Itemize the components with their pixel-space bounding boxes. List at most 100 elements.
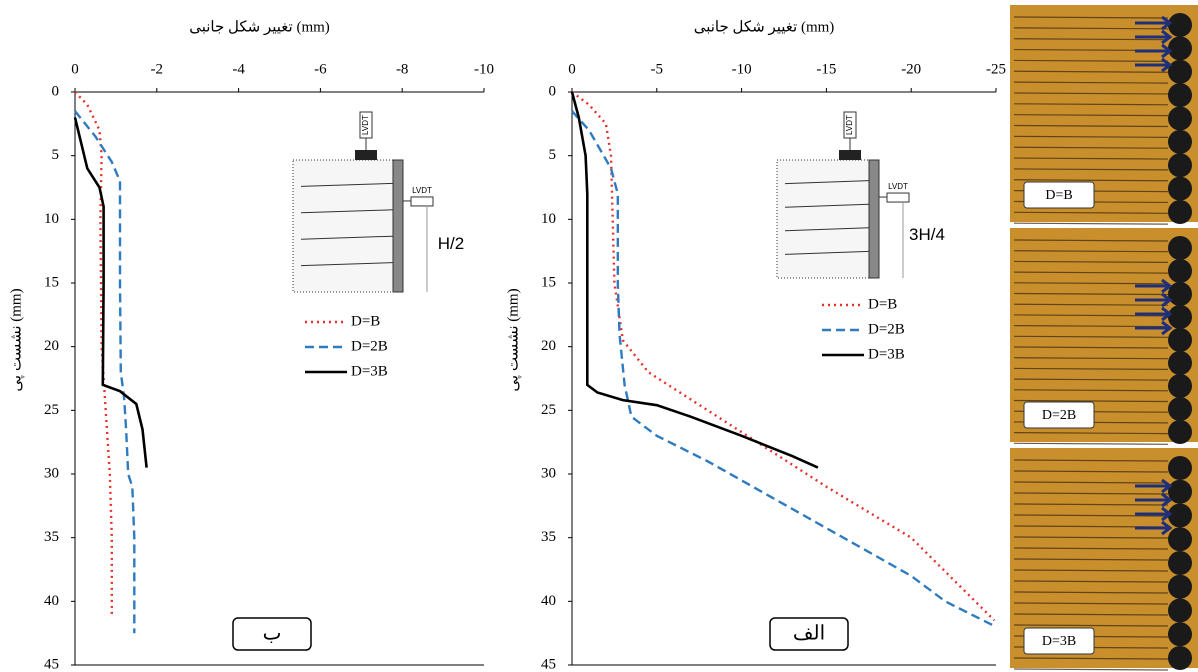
wall-block xyxy=(1168,397,1192,421)
photo-label: D=3B xyxy=(1042,634,1076,649)
y-tick-label: 30 xyxy=(44,465,59,481)
soil-layer xyxy=(1013,558,1169,561)
soil-layer xyxy=(1013,613,1169,616)
soil-layer xyxy=(1013,135,1169,138)
soil-layer xyxy=(1013,27,1169,30)
inset-label: LVDT xyxy=(412,186,432,195)
soil-layer xyxy=(1013,59,1169,62)
y-tick-label: 20 xyxy=(541,338,556,354)
legend-label: D=2B xyxy=(351,338,388,354)
soil-layer xyxy=(1013,179,1169,182)
soil-layer xyxy=(1013,602,1169,605)
data-line xyxy=(74,110,136,634)
reinforcement xyxy=(300,209,394,214)
soil-layer xyxy=(1013,514,1169,517)
soil-layer xyxy=(1013,335,1169,338)
x-tick-label: -6 xyxy=(314,61,327,77)
y-axis-title: نشست پی (mm) xyxy=(505,288,521,391)
x-tick-label: 0 xyxy=(568,61,576,77)
x-tick-label: -5 xyxy=(651,61,664,77)
soil-box xyxy=(292,159,394,293)
photo-label: D=2B xyxy=(1042,408,1076,423)
lvdt-box xyxy=(359,111,373,139)
wall-block xyxy=(1168,153,1192,178)
x-tick-label: -4 xyxy=(232,61,245,77)
y-tick-label: 20 xyxy=(44,338,59,354)
legend-label: D=2B xyxy=(868,321,905,337)
x-axis-title: تغییر شکل جانبی (mm) xyxy=(694,19,835,35)
soil-layer xyxy=(1013,124,1169,128)
soil-layer xyxy=(1013,357,1169,360)
soil-layer xyxy=(1013,624,1169,627)
soil-box xyxy=(776,159,870,279)
x-tick-label: -20 xyxy=(901,61,921,77)
inset-label: LVDT xyxy=(888,182,908,191)
reinforcement xyxy=(300,235,394,240)
x-tick-label: -15 xyxy=(816,61,836,77)
wall-block xyxy=(1168,622,1192,647)
data-line xyxy=(73,117,148,468)
y-tick-label: 5 xyxy=(549,147,557,163)
soil-layer xyxy=(1013,211,1169,214)
wall-block xyxy=(1168,598,1192,623)
soil-layer xyxy=(1013,399,1169,403)
wall-block xyxy=(1168,646,1192,670)
arrow xyxy=(1135,306,1173,322)
soil-layer xyxy=(1013,239,1169,242)
soil-layer xyxy=(1013,459,1169,462)
reinforcement xyxy=(784,250,870,255)
wall-block xyxy=(1168,479,1192,504)
wall-block xyxy=(1168,456,1192,480)
wall xyxy=(868,159,880,279)
soil-layer xyxy=(1013,103,1169,106)
wall-block xyxy=(1168,551,1192,575)
inset-label: LVDT xyxy=(845,115,854,135)
panel-label-box xyxy=(232,617,312,651)
arrow xyxy=(1135,320,1173,336)
wall-block xyxy=(1168,420,1192,444)
soil-layer xyxy=(1013,536,1169,539)
x-tick-label: -8 xyxy=(396,61,409,77)
data-line xyxy=(571,110,997,628)
soil-layer xyxy=(1013,250,1169,253)
soil-layer xyxy=(1013,168,1169,171)
soil-layer xyxy=(1013,282,1169,285)
soil-layer xyxy=(1013,481,1169,484)
soil-layer xyxy=(1013,38,1169,41)
arrow xyxy=(1135,292,1173,308)
photo-label-box xyxy=(1023,181,1095,209)
x-tick-label: -10 xyxy=(474,61,494,77)
soil-layer xyxy=(1013,81,1169,84)
soil-layer xyxy=(1013,325,1169,328)
data-line xyxy=(74,91,113,617)
arrow xyxy=(1135,29,1173,45)
y-tick-label: 45 xyxy=(541,656,556,672)
wall-block xyxy=(1168,259,1192,283)
soil-layer xyxy=(1013,292,1169,296)
wall-block xyxy=(1168,13,1192,37)
legend-label: D=3B xyxy=(351,363,388,379)
lvdt-box xyxy=(886,192,910,203)
soil-layer xyxy=(1013,222,1169,225)
photo-label-box xyxy=(1023,401,1095,429)
wall-block xyxy=(1168,527,1192,552)
wall-block xyxy=(1168,282,1192,306)
soil-layer xyxy=(1013,271,1169,274)
panel-label: الف xyxy=(793,623,825,645)
soil-layer xyxy=(1013,346,1169,349)
soil-layer xyxy=(1013,547,1169,550)
lvdt-box xyxy=(410,196,434,207)
x-tick-label: -25 xyxy=(986,61,1006,77)
y-tick-label: 30 xyxy=(541,465,556,481)
arrow xyxy=(1135,43,1173,59)
soil-layer xyxy=(1013,657,1169,660)
wall-block xyxy=(1168,59,1192,84)
arrow xyxy=(1135,57,1173,73)
x-tick-label: 0 xyxy=(71,61,79,77)
wall-block xyxy=(1168,83,1192,108)
wall-block xyxy=(1168,328,1192,352)
wall-block xyxy=(1168,374,1192,398)
inset-label: H/2 xyxy=(438,234,464,253)
y-tick-label: 15 xyxy=(541,274,556,290)
